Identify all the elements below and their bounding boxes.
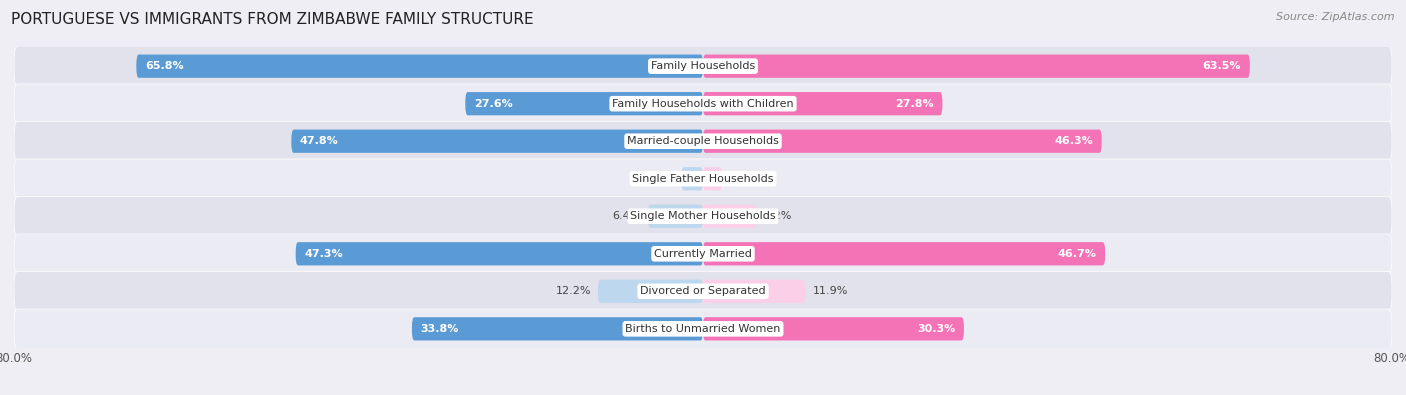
FancyBboxPatch shape — [14, 159, 1392, 199]
FancyBboxPatch shape — [14, 121, 1392, 161]
Text: 12.2%: 12.2% — [555, 286, 591, 296]
FancyBboxPatch shape — [648, 205, 703, 228]
Text: 11.9%: 11.9% — [813, 286, 848, 296]
Text: 6.2%: 6.2% — [763, 211, 792, 221]
Text: 47.3%: 47.3% — [304, 249, 343, 259]
FancyBboxPatch shape — [598, 280, 703, 303]
Text: 2.2%: 2.2% — [728, 174, 758, 184]
FancyBboxPatch shape — [14, 84, 1392, 124]
FancyBboxPatch shape — [703, 130, 1102, 153]
FancyBboxPatch shape — [14, 309, 1392, 349]
FancyBboxPatch shape — [136, 55, 703, 78]
Text: 33.8%: 33.8% — [420, 324, 458, 334]
FancyBboxPatch shape — [14, 196, 1392, 236]
FancyBboxPatch shape — [14, 234, 1392, 274]
Text: Single Mother Households: Single Mother Households — [630, 211, 776, 221]
FancyBboxPatch shape — [295, 242, 703, 265]
Text: 6.4%: 6.4% — [613, 211, 641, 221]
Text: Source: ZipAtlas.com: Source: ZipAtlas.com — [1277, 12, 1395, 22]
FancyBboxPatch shape — [412, 317, 703, 340]
FancyBboxPatch shape — [291, 130, 703, 153]
Text: Single Father Households: Single Father Households — [633, 174, 773, 184]
FancyBboxPatch shape — [703, 167, 721, 190]
Text: Births to Unmarried Women: Births to Unmarried Women — [626, 324, 780, 334]
FancyBboxPatch shape — [703, 242, 1105, 265]
FancyBboxPatch shape — [703, 92, 942, 115]
FancyBboxPatch shape — [14, 271, 1392, 311]
Text: 46.3%: 46.3% — [1054, 136, 1092, 146]
FancyBboxPatch shape — [703, 280, 806, 303]
Text: 2.5%: 2.5% — [647, 174, 675, 184]
Text: 63.5%: 63.5% — [1202, 61, 1241, 71]
Text: Currently Married: Currently Married — [654, 249, 752, 259]
Text: Married-couple Households: Married-couple Households — [627, 136, 779, 146]
Text: 27.6%: 27.6% — [474, 99, 513, 109]
FancyBboxPatch shape — [682, 167, 703, 190]
Text: 47.8%: 47.8% — [299, 136, 339, 146]
FancyBboxPatch shape — [14, 46, 1392, 86]
Text: Divorced or Separated: Divorced or Separated — [640, 286, 766, 296]
Text: Family Households: Family Households — [651, 61, 755, 71]
Text: 46.7%: 46.7% — [1057, 249, 1097, 259]
FancyBboxPatch shape — [703, 317, 965, 340]
Text: 27.8%: 27.8% — [896, 99, 934, 109]
Text: PORTUGUESE VS IMMIGRANTS FROM ZIMBABWE FAMILY STRUCTURE: PORTUGUESE VS IMMIGRANTS FROM ZIMBABWE F… — [11, 12, 534, 27]
FancyBboxPatch shape — [703, 205, 756, 228]
FancyBboxPatch shape — [465, 92, 703, 115]
Text: 65.8%: 65.8% — [145, 61, 184, 71]
FancyBboxPatch shape — [703, 55, 1250, 78]
Text: Family Households with Children: Family Households with Children — [612, 99, 794, 109]
Text: 30.3%: 30.3% — [917, 324, 955, 334]
